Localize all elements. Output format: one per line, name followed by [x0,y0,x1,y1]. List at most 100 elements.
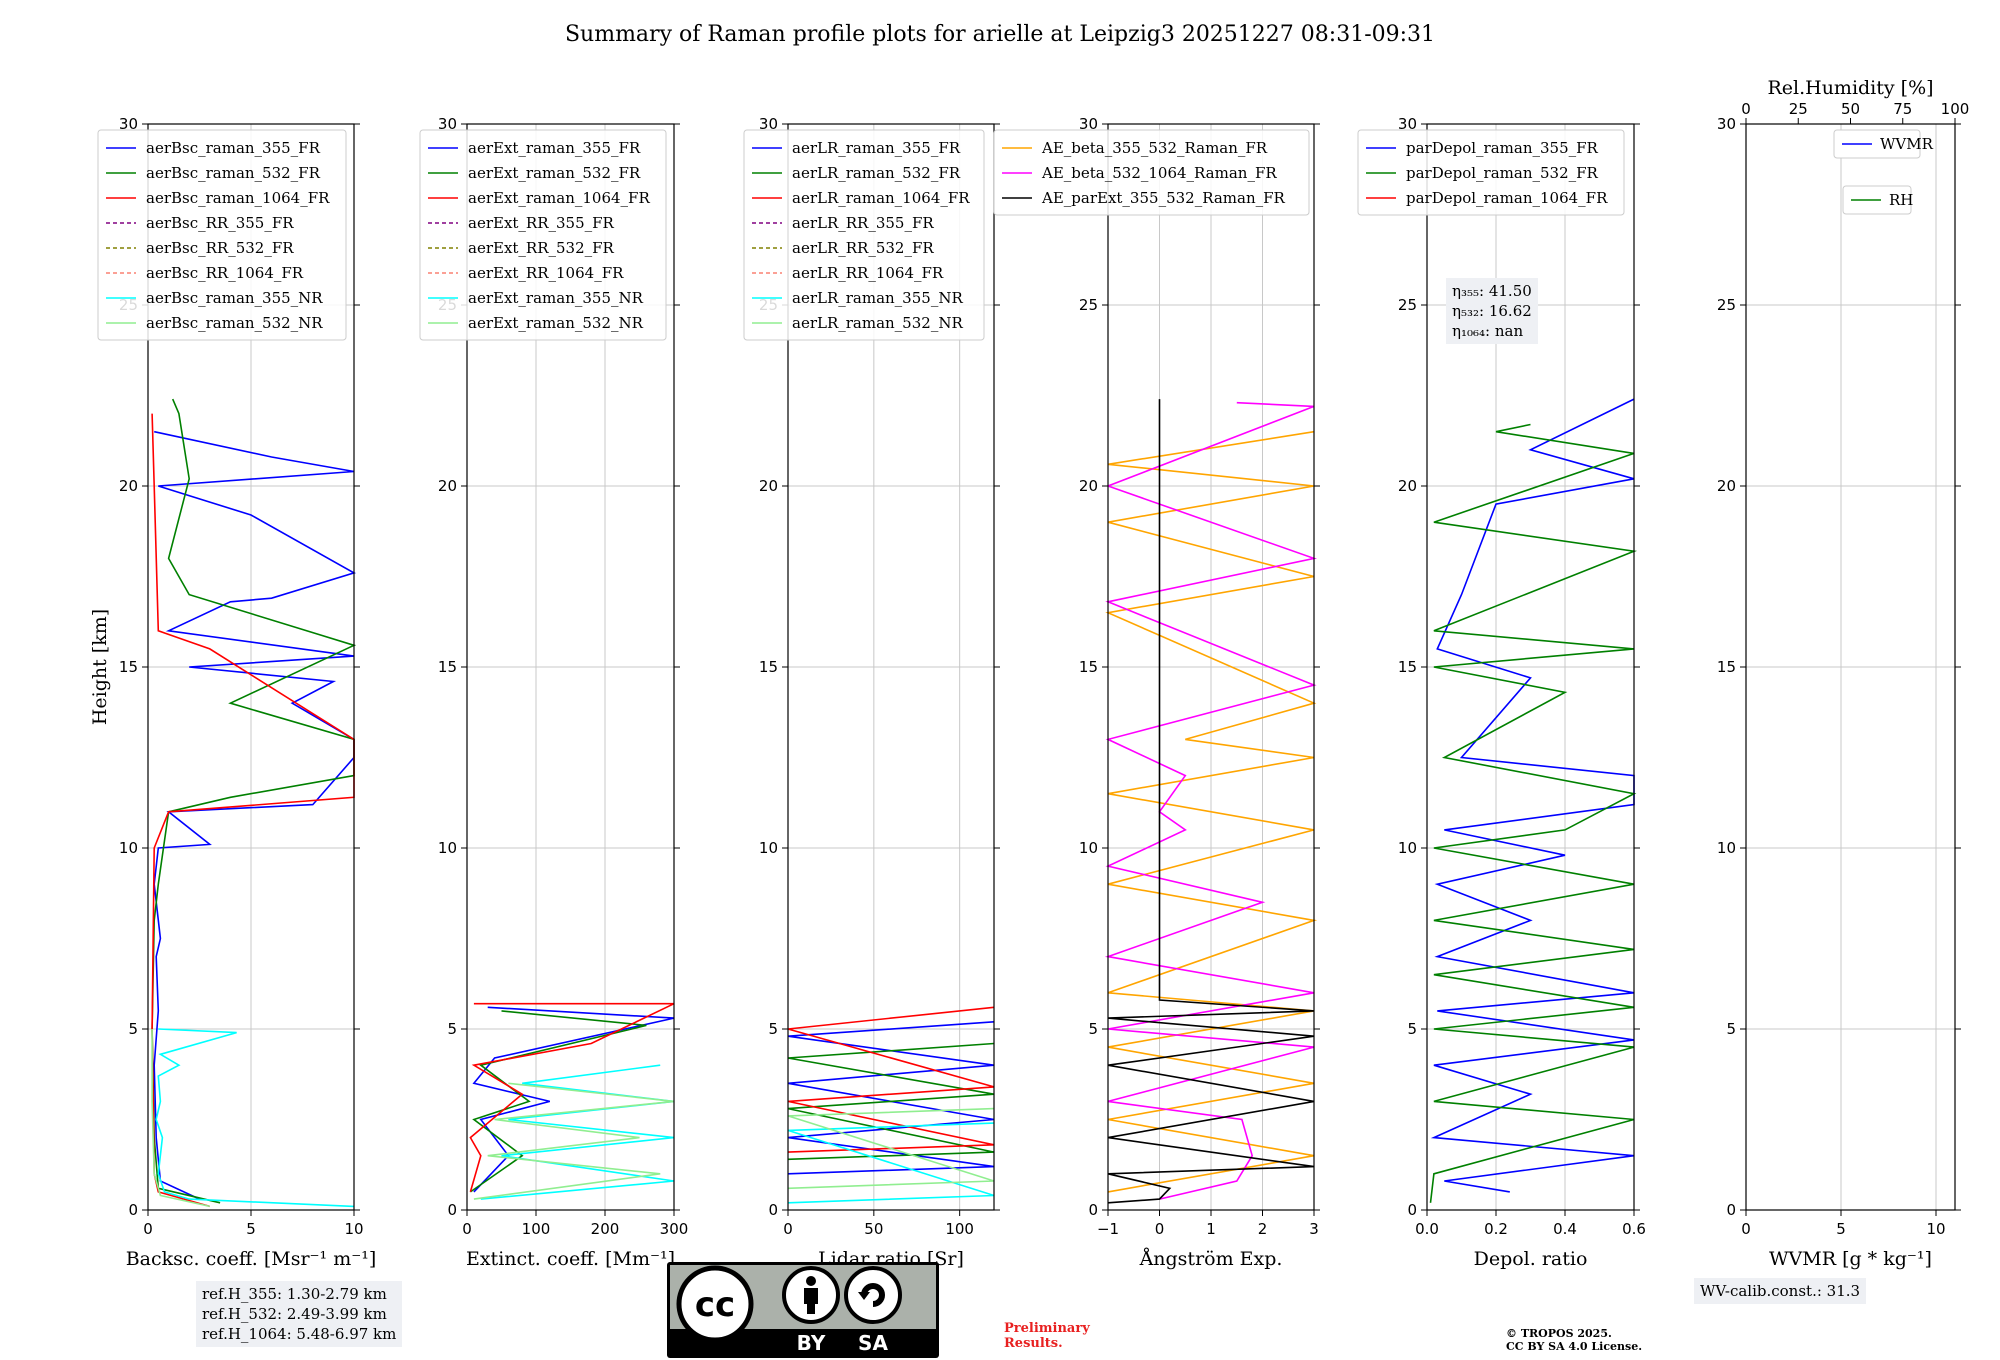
preliminary-line-2: Results. [1004,1336,1063,1351]
legend-label: AE_beta_532_1064_Raman_FR [1041,164,1277,182]
y-tick-label: 5 [1407,1020,1417,1038]
y-tick-label: 15 [1717,658,1736,676]
eta-355-label: η₃₅₅: 41.50 [1452,282,1532,300]
legend-label: aerExt_raman_1064_FR [468,189,650,207]
series-line-aerLR_raman_1064_FR [787,1006,995,1153]
y-tick-label: 5 [1088,1020,1098,1038]
y-tick-label: 20 [759,477,778,495]
legend-box [97,129,347,341]
legend-label: AE_parExt_355_532_Raman_FR [1041,189,1286,207]
x-tick-label: 50 [864,1220,883,1238]
y-tick-label: 5 [1726,1020,1736,1038]
x-tick-label: 0 [462,1220,472,1238]
top-x-tick-label: 25 [1789,100,1808,118]
legend-label: aerExt_raman_355_FR [468,139,641,157]
x-tick-label: 0.2 [1484,1220,1508,1238]
top-x-tick-label: 0 [1741,100,1751,118]
legend-label: aerExt_RR_532_FR [468,239,615,257]
legend-box [1833,129,1921,159]
y-tick-label: 5 [128,1020,138,1038]
legend-label: aerExt_raman_532_NR [468,314,644,332]
x-axis-label: Extinct. coeff. [Mm⁻¹] [466,1248,675,1270]
y-tick-label: 10 [1079,839,1098,857]
copyright-note: © TROPOS 2025. CC BY SA 4.0 License. [1506,1327,1642,1353]
copyright-line-2: CC BY SA 4.0 License. [1506,1340,1643,1353]
wv-calib-box: WV-calib.const.: 31.3 [1694,1278,1867,1304]
sa-share-icon [844,1266,902,1324]
cc-letters: cc [695,1285,735,1325]
y-tick-label: 0 [1088,1201,1098,1219]
legend-label: aerLR_raman_1064_FR [792,189,970,207]
preliminary-results-note: Preliminary Results. [1004,1321,1090,1351]
series-line-aerBsc_raman_355_NR [155,1028,355,1208]
x-tick-label: 200 [591,1220,620,1238]
x-tick-label: 100 [945,1220,974,1238]
x-tick-label: −1 [1097,1220,1119,1238]
x-tick-label: 100 [522,1220,551,1238]
series-line-parDepol_raman_355_FR [1430,398,1635,1193]
legend: aerBsc_raman_355_FR aerBsc_raman_532_FRae… [97,129,347,341]
x-tick-label: 10 [1926,1220,1945,1238]
legend-label: aerExt_raman_532_FR [468,164,641,182]
y-tick-label: 30 [438,115,457,133]
panel-lidar_ratio: 051015202530050100Lidar ratio [Sr]aerLR_… [743,115,1000,1270]
legend-label: WVMR [1880,135,1934,153]
legend-label: aerExt_RR_355_FR [468,214,615,232]
legend-label: aerLR_RR_1064_FR [792,264,944,282]
ref-height-355: ref.H_355: 1.30-2.79 km [202,1285,387,1303]
x-tick-label: 300 [660,1220,689,1238]
ref-height-1064: ref.H_1064: 5.48-6.97 km [202,1325,397,1343]
y-tick-label: 30 [1717,115,1736,133]
series-line-aerLR_raman_355_NR [787,1122,995,1204]
legend-label: aerBsc_RR_1064_FR [146,264,304,282]
legend-box [743,129,985,341]
series-line-aerExt_raman_1064_FR [469,1002,675,1193]
y-tick-label: 20 [1717,477,1736,495]
x-tick-label: 5 [246,1220,256,1238]
legend-label: parDepol_raman_1064_FR [1406,189,1608,207]
top-x-tick-label: 75 [1893,100,1912,118]
y-tick-label: 15 [438,658,457,676]
legend-box [419,129,667,341]
y-tick-label: 30 [759,115,778,133]
legend-label: aerBsc_raman_532_FR [146,164,321,182]
series-line-aerBsc_raman_532_NR [151,1029,210,1208]
y-axis-label: Height [km] [89,609,111,725]
x-axis-label: Ångström Exp. [1139,1248,1283,1270]
legend-label: aerLR_raman_355_NR [792,289,963,307]
y-tick-label: 0 [447,1201,457,1219]
y-tick-label: 20 [1398,477,1417,495]
series-line-aerBsc_raman_1064_FR [151,413,355,1208]
legend-label: aerBsc_raman_355_FR [146,139,321,157]
y-tick-label: 25 [1717,296,1736,314]
legend-label: aerLR_RR_355_FR [792,214,934,232]
y-tick-label: 25 [1079,296,1098,314]
legend-box [993,129,1310,216]
y-tick-label: 10 [1398,839,1417,857]
y-tick-label: 15 [119,658,138,676]
legend-label: aerBsc_RR_355_FR [146,214,294,232]
wv-calib-const: WV-calib.const.: 31.3 [1700,1282,1861,1300]
series-line-aerBsc_raman_355_FR [153,430,357,1200]
y-tick-label: 30 [1079,115,1098,133]
legend-label: parDepol_raman_532_FR [1406,164,1599,182]
by-label: BY [797,1331,826,1355]
legend-label: aerExt_raman_355_NR [468,289,644,307]
panel-extinction: 0510152025300100200300Extinct. coeff. [M… [419,115,689,1270]
panel-backscatter: 0510152025300510Backsc. coeff. [Msr⁻¹ m⁻… [89,115,376,1270]
legend-label: aerBsc_raman_1064_FR [146,189,330,207]
y-tick-label: 20 [1079,477,1098,495]
y-tick-label: 30 [1398,115,1417,133]
x-tick-label: 5 [1836,1220,1846,1238]
figure-title: Summary of Raman profile plots for ariel… [564,22,1436,47]
y-tick-label: 20 [119,477,138,495]
series-line-aerLR_raman_532_NR [787,1107,995,1190]
x-tick-label: 0 [1155,1220,1165,1238]
legend-label: RH [1889,191,1913,209]
x-tick-label: 3 [1309,1220,1319,1238]
legend: AE_beta_355_532_Raman_FR AE_beta_532_1064… [993,129,1310,216]
x-axis-label: Backsc. coeff. [Msr⁻¹ m⁻¹] [126,1248,377,1270]
legend-label: aerLR_raman_532_NR [792,314,963,332]
series-line-AE_beta_355_532_Raman_FR [1105,430,1318,1193]
